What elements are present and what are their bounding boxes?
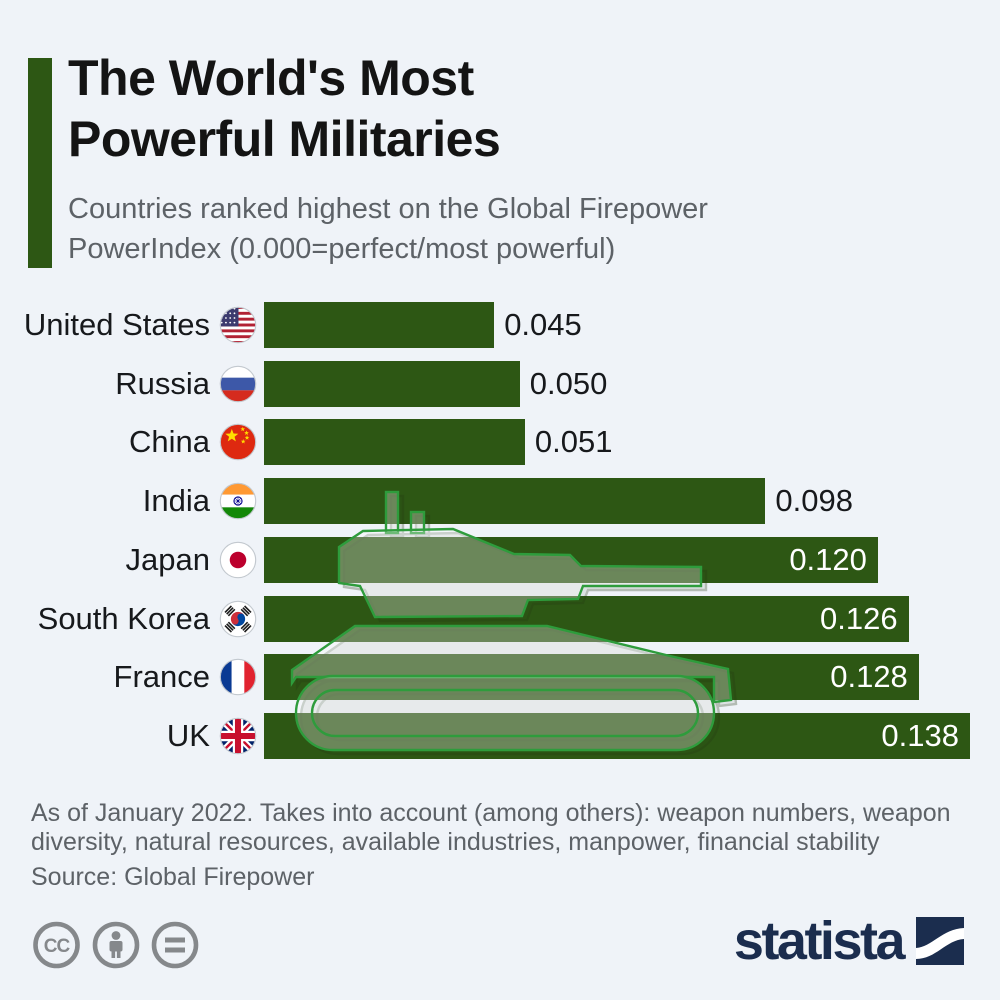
chart-row-south-korea: South Korea 0.126 (0, 595, 1000, 642)
subtitle-line-2: PowerIndex (0.000=perfect/most powerful) (68, 233, 616, 265)
title-line-1: The World's Most (68, 50, 474, 106)
chart-row-france: France 0.128 (0, 654, 1000, 701)
cc-letters: CC (44, 936, 71, 957)
country-label-india: India (142, 483, 210, 519)
attribution-person-icon (92, 921, 140, 969)
bar-france: 0.128 (264, 654, 919, 701)
title-accent-bar (28, 58, 52, 268)
bar-russia: 0.050 (264, 360, 607, 407)
footnote-line-1: As of January 2022. Takes into account (… (31, 799, 951, 827)
value-label-south-korea: 0.126 (820, 600, 898, 636)
country-label-france: France (113, 659, 210, 695)
bar-south-korea: 0.126 (264, 595, 909, 642)
bar-china: 0.051 (264, 419, 612, 466)
statista-branding: statista (733, 911, 964, 971)
country-label-uk: UK (166, 718, 210, 753)
cc-icon: CC (33, 921, 80, 969)
statista-logo-icon (916, 917, 964, 965)
chart-row-uk: UK 0.138 (0, 713, 1000, 759)
value-label-uk: 0.138 (881, 718, 959, 753)
value-label-china: 0.051 (534, 424, 613, 460)
source-line: Source: Global Firepower (31, 863, 315, 891)
bar-japan: 0.120 (264, 536, 878, 583)
chart-row-india: India 0.098 (0, 478, 1000, 525)
license-icons: CC (33, 921, 199, 969)
value-label-india: 0.098 (775, 483, 853, 519)
page-title: The World's Most Powerful Militaries (68, 48, 501, 170)
chart-row-united-states: United States 0.045 (0, 302, 1000, 348)
value-label-japan: 0.120 (789, 541, 867, 577)
flag-japan-icon (219, 541, 257, 579)
value-label-france: 0.128 (830, 659, 908, 695)
footnote-line-2: diversity, natural resources, available … (31, 828, 880, 856)
chart-row-russia: Russia 0.050 (0, 360, 1000, 407)
chart-row-japan: Japan 0.120 (0, 536, 1000, 583)
flag-india-icon (219, 482, 257, 520)
equals-icon (151, 921, 199, 969)
footnote: As of January 2022. Takes into account (… (31, 799, 951, 892)
statista-wordmark: statista (733, 911, 906, 971)
flag-france-icon (219, 658, 257, 696)
flag-united-states-icon (219, 306, 257, 344)
country-label-south-korea: South Korea (37, 600, 210, 636)
flag-south-korea-icon (219, 600, 257, 638)
flag-uk-icon (219, 717, 257, 755)
bar-chart: United States 0.045 Russia 0.050 China 0.051 I… (0, 302, 1000, 772)
value-label-united-states: 0.045 (504, 307, 582, 342)
bar-india: 0.098 (264, 478, 853, 525)
flag-china-icon (219, 423, 257, 461)
chart-row-china: China 0.051 (0, 419, 1000, 466)
value-label-russia: 0.050 (529, 365, 608, 401)
flag-russia-icon (219, 365, 257, 403)
bar-uk: 0.138 (264, 713, 970, 759)
country-label-russia: Russia (115, 365, 210, 401)
chart-subtitle: Countries ranked highest on the Global F… (68, 189, 708, 269)
title-line-2: Powerful Militaries (68, 111, 501, 167)
bar-united-states: 0.045 (264, 302, 582, 348)
subtitle-line-1: Countries ranked highest on the Global F… (68, 193, 708, 225)
country-label-japan: Japan (125, 541, 210, 577)
country-label-china: China (129, 424, 210, 460)
country-label-united-states: United States (23, 307, 210, 342)
